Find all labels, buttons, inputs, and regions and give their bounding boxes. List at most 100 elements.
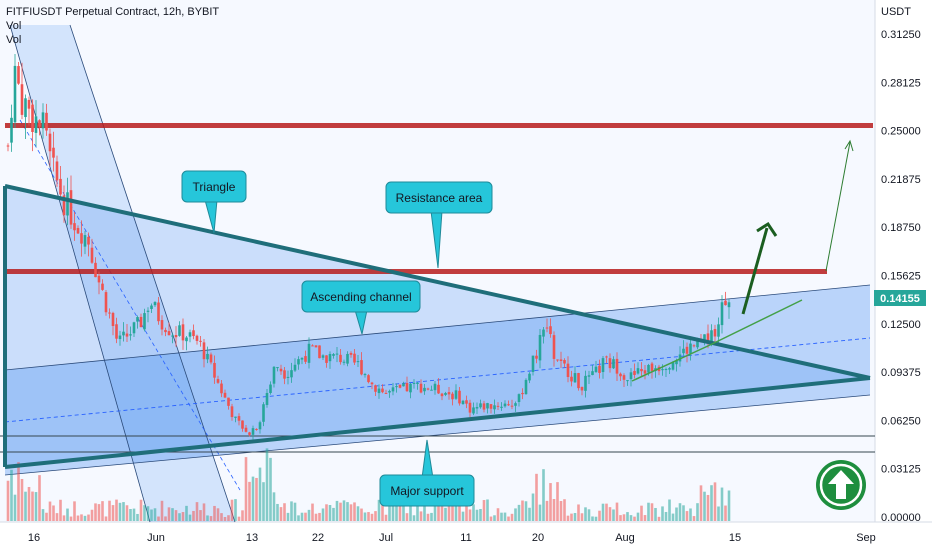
volume-bar <box>251 476 255 521</box>
candle-body <box>153 302 157 306</box>
candle-body <box>206 353 209 360</box>
indicator-vol-1[interactable]: Vol <box>6 20 22 32</box>
callout-resistance[interactable]: Resistance area <box>385 181 493 269</box>
candle-body <box>685 346 689 354</box>
candle-body <box>195 335 199 341</box>
volume-bar <box>41 509 45 521</box>
candle-body <box>185 337 188 342</box>
candle-body <box>367 375 370 383</box>
price-tick-label: 0.12500 <box>881 319 921 331</box>
volume-bar <box>650 503 654 521</box>
volume-bar <box>325 504 328 521</box>
candle-body <box>402 383 405 387</box>
volume-bar <box>482 500 486 521</box>
candle-body <box>559 359 563 362</box>
volume-bar <box>461 511 465 521</box>
candle-body <box>710 330 713 342</box>
candle-body <box>444 392 447 395</box>
volume-bar <box>108 500 111 521</box>
volume-bar <box>335 500 339 521</box>
volume-bar <box>66 508 69 521</box>
volume-bar <box>206 515 209 521</box>
candle-body <box>619 373 622 377</box>
volume-bar <box>342 500 346 521</box>
time-tick-label: 16 <box>28 532 40 544</box>
volume-bar <box>353 502 356 521</box>
candle-body <box>31 104 34 132</box>
volume-bar <box>276 503 279 521</box>
symbol-title[interactable]: FITFIUSDT Perpetual Contract, 12h, BYBIT <box>6 6 220 18</box>
volume-bar <box>237 516 241 521</box>
candle-body <box>640 368 643 372</box>
volume-bar <box>465 504 468 521</box>
candlesticks <box>6 53 731 440</box>
volume-bar <box>328 505 332 521</box>
candle-body <box>430 389 433 391</box>
candle-body <box>661 369 664 371</box>
candle-body <box>626 380 629 382</box>
volume-bar <box>696 503 699 521</box>
volume-bar <box>629 515 633 521</box>
volume-bar <box>171 508 174 521</box>
candle-body <box>682 348 685 354</box>
indicator-vol-2[interactable]: Vol <box>6 34 22 46</box>
volume-bar <box>167 507 171 521</box>
volume-bar <box>129 509 132 521</box>
volume-bar <box>94 503 97 521</box>
candle-body <box>489 404 493 409</box>
volume-bar <box>13 494 17 521</box>
candle-body <box>531 355 535 372</box>
candle-body <box>213 362 216 378</box>
volume-bar <box>440 505 444 521</box>
callout-support[interactable]: Major support <box>379 439 475 507</box>
volume-bar <box>654 507 657 521</box>
candle-body <box>727 302 731 308</box>
candle-body <box>524 379 528 395</box>
volume-bar <box>647 502 650 521</box>
candle-body <box>377 388 381 394</box>
volume-bar <box>143 505 146 521</box>
volume-bar <box>69 516 73 521</box>
volume-bar <box>153 508 157 521</box>
candle-body <box>577 373 580 389</box>
candle-body <box>479 403 482 408</box>
candle-body <box>62 195 66 216</box>
candle-body <box>622 375 626 380</box>
volume-bar <box>377 499 381 521</box>
current-price-value: 0.14155 <box>880 293 920 305</box>
price-tick-label: 0.25000 <box>881 126 921 138</box>
candle-body <box>724 300 727 306</box>
volume-bar <box>475 509 479 521</box>
candle-body <box>601 358 605 373</box>
candle-body <box>164 329 167 333</box>
volume-bar <box>633 516 636 521</box>
candle-body <box>20 84 24 115</box>
candle-body <box>521 392 524 395</box>
candle-body <box>545 327 549 329</box>
volume-bar <box>370 513 374 521</box>
volume-bar <box>657 516 661 521</box>
candle-body <box>458 390 461 404</box>
volume-bar <box>636 512 640 521</box>
candle-body <box>48 133 52 152</box>
volume-bar <box>587 509 591 521</box>
candle-body <box>118 335 122 340</box>
candle-body <box>451 393 454 400</box>
volume-bar <box>528 507 531 521</box>
candle-body <box>514 403 517 406</box>
candle-body <box>454 390 458 399</box>
volume-bar <box>577 504 580 521</box>
volume-bar <box>640 505 643 521</box>
callout-channel[interactable]: Ascending channel <box>301 280 421 335</box>
volume-bar <box>486 499 489 521</box>
candle-body <box>563 360 566 364</box>
candle-body <box>94 262 97 278</box>
volume-bar <box>339 502 342 521</box>
candle-body <box>328 353 332 362</box>
callout-resistance-label: Resistance area <box>396 191 483 205</box>
volume-bar <box>188 514 192 521</box>
current-price-tag[interactable]: 0.14155 <box>874 290 926 306</box>
callout-triangle[interactable]: Triangle <box>181 170 247 234</box>
